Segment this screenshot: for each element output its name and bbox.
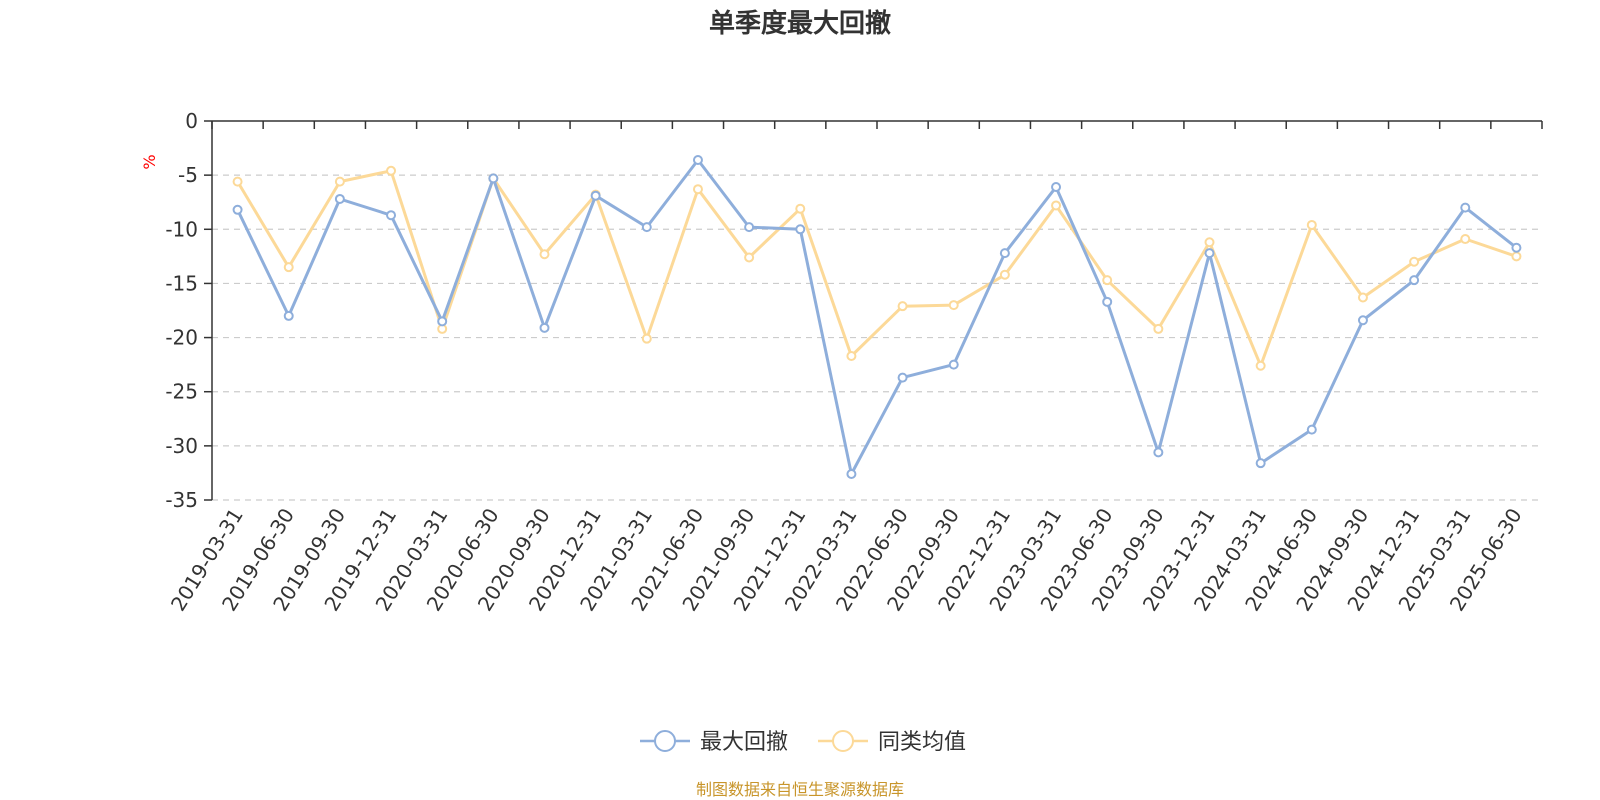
y-tick-label: -15 [165,271,198,295]
data-point[interactable] [1204,237,1215,248]
y-tick-label: -30 [165,434,198,458]
data-point[interactable] [744,222,755,233]
data-point[interactable] [641,333,652,344]
data-point[interactable] [846,469,857,480]
data-point[interactable] [1255,360,1266,371]
data-point[interactable] [1409,256,1420,267]
data-point[interactable] [1051,200,1062,211]
legend-label: 最大回撤 [700,730,788,755]
data-point[interactable] [437,316,448,327]
series-1 [232,154,1522,480]
data-point[interactable] [1102,275,1113,286]
data-point[interactable] [539,322,550,333]
data-point[interactable] [692,184,703,195]
data-point[interactable] [999,248,1010,259]
data-point[interactable] [1102,296,1113,307]
data-point[interactable] [897,301,908,312]
y-tick-label: 0 [185,109,198,133]
data-point[interactable] [641,222,652,233]
data-point[interactable] [386,210,397,221]
source-note: 制图数据来自恒生聚源数据库 [696,780,904,799]
y-tick-label: -10 [165,217,198,241]
y-tick-label: -20 [165,326,198,350]
data-point[interactable] [1460,202,1471,213]
data-point[interactable] [386,165,397,176]
data-point[interactable] [1460,234,1471,245]
data-point[interactable] [1357,292,1368,303]
data-point[interactable] [846,350,857,361]
data-point[interactable] [1306,424,1317,435]
data-point[interactable] [1051,182,1062,193]
data-point[interactable] [999,269,1010,280]
data-point[interactable] [795,224,806,235]
data-point[interactable] [1409,275,1420,286]
data-point[interactable] [334,176,345,187]
data-point[interactable] [488,173,499,184]
series-lines [232,154,1522,480]
y-axis-unit: % [140,154,159,169]
data-point[interactable] [232,176,243,187]
data-point[interactable] [1153,323,1164,334]
data-point[interactable] [1204,248,1215,259]
data-point[interactable] [1511,251,1522,262]
data-point[interactable] [897,372,908,383]
legend-label: 同类均值 [878,730,966,755]
axes: 0-5-10-15-20-25-30-352019-03-312019-06-3… [165,109,1543,615]
data-point[interactable] [744,252,755,263]
legend-marker [832,730,854,752]
grid-lines [212,174,1542,501]
series-2 [232,165,1522,371]
legend-marker [654,730,676,752]
legend-item-1[interactable]: 最大回撤 [640,730,788,755]
data-point[interactable] [283,310,294,321]
data-point[interactable] [692,154,703,165]
data-point[interactable] [1153,447,1164,458]
data-point[interactable] [590,190,601,201]
data-point[interactable] [1511,242,1522,253]
series-line [236,169,1517,368]
series-line [236,158,1518,476]
data-point[interactable] [1357,315,1368,326]
data-point[interactable] [1306,219,1317,230]
data-point[interactable] [948,300,959,311]
data-point[interactable] [283,262,294,273]
legend-item-2[interactable]: 同类均值 [818,730,966,755]
y-tick-label: -35 [165,488,198,512]
data-point[interactable] [948,359,959,370]
data-point[interactable] [232,204,243,215]
data-point[interactable] [334,193,345,204]
chart-title: 单季度最大回撤 [709,8,891,39]
y-tick-label: -25 [165,380,198,404]
data-point[interactable] [795,203,806,214]
legend[interactable]: 最大回撤 同类均值 [640,730,966,755]
data-point[interactable] [539,249,550,260]
data-point[interactable] [1255,458,1266,469]
y-tick-label: -5 [178,163,198,187]
